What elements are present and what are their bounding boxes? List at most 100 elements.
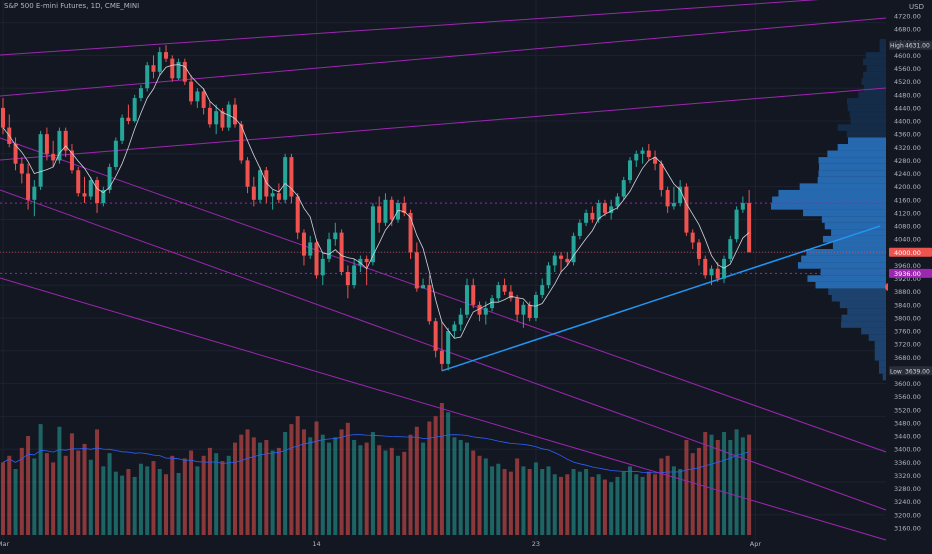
volume-profile-bin (831, 294, 886, 302)
volume-bar (258, 442, 263, 535)
volume-bar (464, 442, 469, 535)
volume-bar (151, 461, 156, 535)
volume-bar (602, 479, 607, 535)
volume-bar (1, 462, 5, 535)
volume-bar (63, 455, 68, 535)
candle-body (483, 308, 488, 315)
volume-profile-bin (820, 268, 886, 276)
candle-body (458, 314, 463, 325)
price-tick-label: 4400.00 (894, 118, 921, 126)
candle-body (126, 117, 131, 122)
volume-bar (358, 445, 363, 535)
volume-bar (333, 437, 338, 535)
volume-profile-bin (878, 360, 886, 368)
candle-body (446, 331, 451, 364)
volume-bar (665, 455, 670, 535)
volume-profile-bin (815, 281, 886, 289)
high-badge-bg (889, 40, 932, 50)
candle-body (502, 285, 507, 292)
volume-profile-bin (847, 308, 886, 315)
volume-bar (521, 466, 526, 535)
price-tick-label: 3600.00 (894, 380, 921, 388)
volume-bar (270, 450, 275, 535)
volume-bar (176, 472, 181, 535)
candle-body (402, 203, 407, 213)
candle-body (740, 203, 745, 210)
volume-bar (251, 437, 256, 535)
volume-bar (314, 421, 319, 535)
candle-body (189, 81, 194, 102)
volume-bar (728, 439, 733, 535)
candle-body (170, 58, 175, 79)
channel-line[interactable] (0, 137, 887, 453)
volume-bar (370, 432, 375, 535)
volume-profile-bin (850, 117, 886, 125)
volume-bar (565, 474, 570, 535)
candle-body (345, 272, 350, 286)
candle-body (665, 189, 670, 207)
volume-bar (289, 424, 294, 535)
candles (1, 45, 752, 371)
volume-bar (496, 463, 501, 535)
channel-line[interactable] (0, 87, 887, 161)
price-tick-label: 3880.00 (894, 288, 921, 296)
candle-body (289, 157, 294, 197)
candle-body (264, 170, 269, 197)
channel-line[interactable] (0, 277, 887, 541)
volume-bar (471, 450, 476, 535)
time-axis[interactable]: Mar1423Apr18May16Jun13Jul18Aug15Sep19Oct… (0, 540, 932, 548)
candle-body (245, 160, 250, 187)
time-tick-label: Apr (750, 540, 762, 548)
volume-profile-bin (839, 301, 886, 309)
volume-bar (690, 453, 695, 535)
volume-ma-line (2, 434, 750, 474)
price-axis[interactable]: 4720.004680.004640.004600.004560.004520.… (888, 0, 932, 550)
candle-body (684, 186, 689, 233)
volume-bar (19, 447, 24, 535)
candle-body (182, 61, 187, 82)
volume-bar (339, 429, 344, 535)
candle-body (709, 268, 714, 276)
volume-bar (722, 432, 727, 535)
price-tick-label: 3840.00 (894, 301, 921, 309)
price-tick-label: 4720.00 (894, 13, 921, 21)
volume-bar (295, 416, 300, 535)
channel-line[interactable] (0, 189, 887, 511)
price-tick-label: 3440.00 (894, 433, 921, 441)
volume-bar (51, 462, 56, 535)
candle-body (565, 258, 570, 263)
volume-bar (170, 455, 175, 535)
candle-body (251, 186, 256, 200)
volume-profile-bin (861, 78, 886, 85)
candle-body (722, 258, 727, 279)
drawing-tools[interactable] (0, 0, 887, 541)
volume-bar (559, 476, 564, 535)
price-tick-label: 3560.00 (894, 393, 921, 401)
volume-bar (113, 471, 118, 535)
candle-body (464, 285, 469, 315)
candle-body (232, 104, 237, 125)
candle-body (546, 265, 551, 286)
volume-bar (57, 426, 62, 535)
volume-bar (126, 469, 131, 535)
volume-bar (709, 434, 714, 535)
volume-bar (164, 474, 169, 535)
volume-profile-bin (801, 255, 886, 263)
candle-body (308, 242, 313, 256)
volume-bar (189, 450, 194, 535)
support-trendline[interactable] (441, 225, 881, 372)
candle-body (452, 324, 457, 332)
channel-line[interactable] (0, 0, 886, 56)
volume-bar (634, 474, 639, 535)
volume-bar (38, 424, 43, 535)
volume-bar (546, 466, 551, 535)
candle-body (602, 203, 607, 213)
candle-body (370, 206, 375, 263)
volume-bar (458, 439, 463, 535)
volume-bar (452, 437, 457, 535)
candle-body (201, 91, 206, 108)
candle-body (1, 107, 5, 128)
volume-bar (659, 458, 664, 535)
